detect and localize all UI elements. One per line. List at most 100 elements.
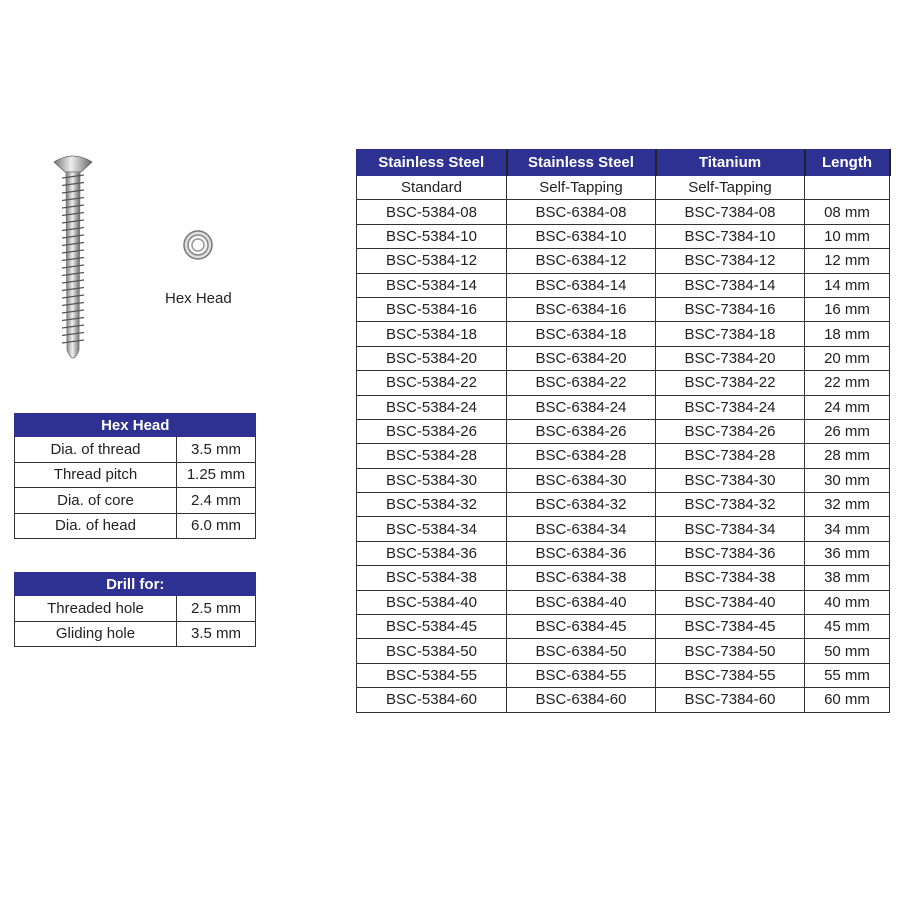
product-code-cell: BSC-7384-30 xyxy=(655,467,805,494)
column-header: Titanium xyxy=(655,149,806,176)
product-code-cell: BSC-6384-40 xyxy=(506,589,656,616)
spec-row: Threaded hole 2.5 mm xyxy=(14,595,256,622)
product-code-cell: BSC-5384-32 xyxy=(356,492,507,518)
product-code-cell: BSC-6384-30 xyxy=(506,467,656,494)
hex-head-spec-table: Hex Head Dia. of thread 3.5 mm Thread pitc… xyxy=(14,413,256,539)
product-code-cell: BSC-6384-36 xyxy=(506,540,656,567)
product-code-cell: BSC-7384-36 xyxy=(655,540,805,567)
table-row: BSC-5384-36 BSC-6384-36 BSC-7384-36 36 mm xyxy=(356,540,890,567)
drill-table: Drill for: Threaded hole 2.5 mm Gliding ho… xyxy=(14,572,256,647)
product-code-cell: BSC-7384-24 xyxy=(655,394,805,420)
product-code-cell: BSC-6384-38 xyxy=(506,565,656,591)
table-row: BSC-5384-60 BSC-6384-60 BSC-7384-60 60 mm xyxy=(356,687,890,713)
table-row: BSC-5384-10 BSC-6384-10 BSC-7384-10 10 mm xyxy=(356,223,890,250)
spec-row: Dia. of core 2.4 mm xyxy=(14,487,256,514)
subheader-cell xyxy=(804,174,890,201)
product-code-cell: BSC-6384-55 xyxy=(506,662,656,689)
spec-value: 3.5 mm xyxy=(176,436,256,463)
length-cell: 32 mm xyxy=(804,492,890,518)
product-code-cell: BSC-5384-18 xyxy=(356,321,507,347)
spec-value: 6.0 mm xyxy=(176,512,256,539)
table-row: BSC-5384-16 BSC-6384-16 BSC-7384-16 16 mm xyxy=(356,296,890,323)
table-row: BSC-5384-08 BSC-6384-08 BSC-7384-08 08 mm xyxy=(356,199,890,225)
product-code-cell: BSC-5384-36 xyxy=(356,540,507,567)
product-code-cell: BSC-5384-50 xyxy=(356,638,507,664)
product-code-cell: BSC-7384-08 xyxy=(655,199,805,225)
length-cell: 20 mm xyxy=(804,345,890,372)
product-code-cell: BSC-6384-60 xyxy=(506,687,656,713)
product-code-cell: BSC-7384-55 xyxy=(655,662,805,689)
product-code-cell: BSC-6384-12 xyxy=(506,248,656,274)
table-row: BSC-5384-14 BSC-6384-14 BSC-7384-14 14 mm xyxy=(356,272,890,298)
length-cell: 14 mm xyxy=(804,272,890,298)
spec-label: Dia. of core xyxy=(14,487,177,514)
product-code-cell: BSC-7384-40 xyxy=(655,589,805,616)
product-code-cell: BSC-7384-10 xyxy=(655,223,805,250)
length-cell: 36 mm xyxy=(804,540,890,567)
product-code-cell: BSC-5384-24 xyxy=(356,394,507,420)
spec-label: Dia. of head xyxy=(14,512,177,539)
spec-value: 2.5 mm xyxy=(176,595,256,622)
length-cell: 60 mm xyxy=(804,687,890,713)
spec-row: Gliding hole 3.5 mm xyxy=(14,620,256,647)
column-header: Length xyxy=(804,149,891,176)
table-row: BSC-5384-30 BSC-6384-30 BSC-7384-30 30 mm xyxy=(356,467,890,494)
subheader-row: Standard Self-Tapping Self-Tapping xyxy=(356,174,890,201)
spec-value: 3.5 mm xyxy=(176,620,256,647)
product-code-cell: BSC-5384-20 xyxy=(356,345,507,372)
product-code-cell: BSC-5384-55 xyxy=(356,662,507,689)
product-code-cell: BSC-6384-10 xyxy=(506,223,656,250)
product-code-cell: BSC-7384-34 xyxy=(655,516,805,542)
length-cell: 45 mm xyxy=(804,614,890,640)
product-code-cell: BSC-6384-50 xyxy=(506,638,656,664)
product-code-cell: BSC-7384-14 xyxy=(655,272,805,298)
product-code-cell: BSC-7384-28 xyxy=(655,443,805,469)
product-code-cell: BSC-5384-14 xyxy=(356,272,507,298)
product-code-cell: BSC-6384-45 xyxy=(506,614,656,640)
subheader-cell: Self-Tapping xyxy=(655,174,805,201)
product-code-cell: BSC-7384-18 xyxy=(655,321,805,347)
product-code-cell: BSC-6384-24 xyxy=(506,394,656,420)
product-code-cell: BSC-5384-12 xyxy=(356,248,507,274)
length-cell: 24 mm xyxy=(804,394,890,420)
spec-row: Thread pitch 1.25 mm xyxy=(14,461,256,488)
table-row: BSC-5384-45 BSC-6384-45 BSC-7384-45 45 mm xyxy=(356,614,890,640)
column-header: Stainless Steel xyxy=(506,149,657,176)
table-row: BSC-5384-32 BSC-6384-32 BSC-7384-32 32 mm xyxy=(356,492,890,518)
product-code-cell: BSC-7384-50 xyxy=(655,638,805,664)
product-code-cell: BSC-5384-08 xyxy=(356,199,507,225)
column-header: Stainless Steel xyxy=(356,149,508,176)
product-code-cell: BSC-6384-26 xyxy=(506,418,656,445)
product-code-table: Stainless Steel Stainless Steel Titanium Le… xyxy=(356,149,891,713)
screw-image xyxy=(53,155,93,359)
length-cell: 08 mm xyxy=(804,199,890,225)
product-code-cell: BSC-5384-40 xyxy=(356,589,507,616)
product-code-cell: BSC-7384-12 xyxy=(655,248,805,274)
product-code-cell: BSC-7384-20 xyxy=(655,345,805,372)
product-code-cell: BSC-5384-45 xyxy=(356,614,507,640)
product-code-cell: BSC-7384-60 xyxy=(655,687,805,713)
product-code-cell: BSC-5384-34 xyxy=(356,516,507,542)
product-code-cell: BSC-6384-16 xyxy=(506,296,656,323)
spec-label: Thread pitch xyxy=(14,461,177,488)
product-code-cell: BSC-5384-28 xyxy=(356,443,507,469)
length-cell: 12 mm xyxy=(804,248,890,274)
spec-label: Dia. of thread xyxy=(14,436,177,463)
length-cell: 16 mm xyxy=(804,296,890,323)
product-code-cell: BSC-5384-26 xyxy=(356,418,507,445)
product-code-cell: BSC-5384-22 xyxy=(356,370,507,396)
spec-label: Gliding hole xyxy=(14,620,177,647)
table-row: BSC-5384-28 BSC-6384-28 BSC-7384-28 28 mm xyxy=(356,443,890,469)
product-code-cell: BSC-7384-38 xyxy=(655,565,805,591)
product-code-cell: BSC-7384-16 xyxy=(655,296,805,323)
product-code-cell: BSC-6384-32 xyxy=(506,492,656,518)
table-row: BSC-5384-55 BSC-6384-55 BSC-7384-55 55 mm xyxy=(356,662,890,689)
length-cell: 22 mm xyxy=(804,370,890,396)
spec-label: Threaded hole xyxy=(14,595,177,622)
table-row: BSC-5384-18 BSC-6384-18 BSC-7384-18 18 mm xyxy=(356,321,890,347)
table-row: BSC-5384-38 BSC-6384-38 BSC-7384-38 38 mm xyxy=(356,565,890,591)
table-row: BSC-5384-34 BSC-6384-34 BSC-7384-34 34 mm xyxy=(356,516,890,542)
product-code-cell: BSC-6384-14 xyxy=(506,272,656,298)
product-code-cell: BSC-6384-08 xyxy=(506,199,656,225)
product-code-cell: BSC-7384-26 xyxy=(655,418,805,445)
